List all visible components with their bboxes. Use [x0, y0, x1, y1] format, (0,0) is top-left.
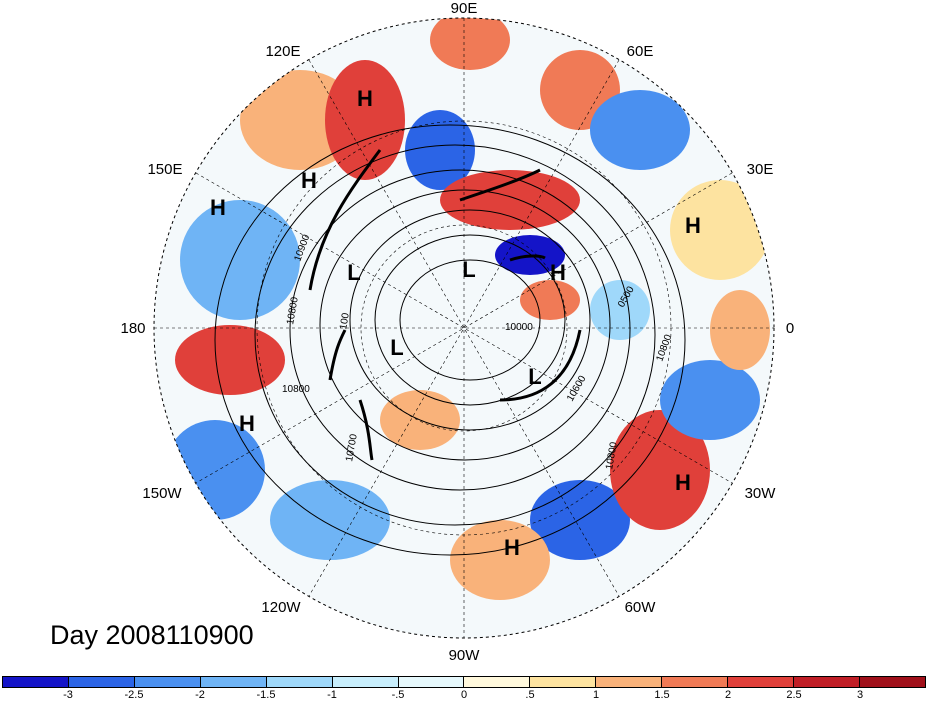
contour-label: 10800: [282, 384, 310, 395]
colorbar-label: -3: [63, 689, 73, 701]
high-pressure-marker: H: [550, 260, 566, 285]
lon-label-60w: 60W: [625, 599, 657, 616]
colorbar-label: -2.5: [124, 689, 144, 701]
lon-label-90w: 90W: [449, 647, 481, 664]
lon-label-0: 0: [786, 320, 794, 337]
colorbar-box: [794, 677, 860, 687]
contour-label: 10000: [505, 322, 533, 333]
colorbar-label: .5: [525, 689, 535, 701]
contour-label: 10700: [344, 433, 360, 463]
height-contours: [214, 124, 686, 556]
low-pressure-marker: L: [390, 335, 403, 360]
colorbar-box: [464, 677, 531, 687]
high-pressure-marker: H: [675, 470, 691, 495]
colorbar-box: [332, 677, 399, 687]
graticule: [154, 18, 774, 638]
high-pressure-marker: H: [685, 213, 701, 238]
colorbar-label: -1.5: [256, 689, 276, 701]
jet-contours: [308, 149, 582, 461]
colorbar-box: [68, 677, 135, 687]
colorbar-box: [266, 677, 333, 687]
contour-label: 100: [338, 312, 352, 331]
colorbar-labels: -3 -2.5 -2 -1.5 -1 -.5 0 .5 1 1.5 2 2.5 3: [0, 689, 928, 703]
lon-label-150e: 150E: [147, 161, 182, 178]
colorbar-label: -.5: [391, 689, 405, 701]
colorbar-box: [398, 677, 465, 687]
colorbar-label: -1: [327, 689, 337, 701]
colorbar-box: [530, 677, 597, 687]
high-pressure-marker: H: [504, 535, 520, 560]
lon-label-180: 180: [120, 320, 145, 337]
lon-label-150w: 150W: [142, 485, 182, 502]
high-pressure-marker: H: [301, 168, 317, 193]
colorbar-box: [859, 677, 925, 687]
lon-label-60e: 60E: [627, 43, 654, 60]
low-pressure-marker: L: [528, 364, 541, 389]
high-pressure-marker: H: [357, 86, 373, 111]
colorbar-label: 2.5: [786, 689, 802, 701]
lon-label-90e: 90E: [451, 0, 478, 17]
colorbar-box: [200, 677, 267, 687]
colorbar-label: 2: [724, 689, 732, 701]
anomaly-field: [154, 18, 774, 638]
colorbar-box: [662, 677, 729, 687]
colorbar-label: 0: [460, 689, 468, 701]
low-pressure-marker: L: [347, 260, 360, 285]
contour-label: 10800: [604, 441, 620, 471]
low-pressure-marker: L: [462, 257, 475, 282]
colorbar-box: [134, 677, 201, 687]
lon-label-30e: 30E: [747, 161, 774, 178]
colorbar: [2, 676, 926, 688]
colorbar-box: [3, 677, 69, 687]
lon-label-120e: 120E: [265, 43, 300, 60]
lon-label-30w: 30W: [745, 485, 777, 502]
lon-label-120w: 120W: [261, 599, 301, 616]
plot-title: Day 2008110900: [50, 620, 254, 650]
high-pressure-marker: H: [239, 411, 255, 436]
colorbar-label: 1: [592, 689, 600, 701]
high-pressure-marker: H: [210, 195, 226, 220]
colorbar-box: [728, 677, 795, 687]
colorbar-label: 3: [856, 689, 864, 701]
colorbar-box: [596, 677, 663, 687]
colorbar-label: 1.5: [654, 689, 670, 701]
contour-label: 10800: [285, 296, 301, 326]
colorbar-label: -2: [195, 689, 205, 701]
polar-map: 90E 60E 30E 0 30W 60W 90W 120W 150W 180 …: [120, 0, 794, 664]
